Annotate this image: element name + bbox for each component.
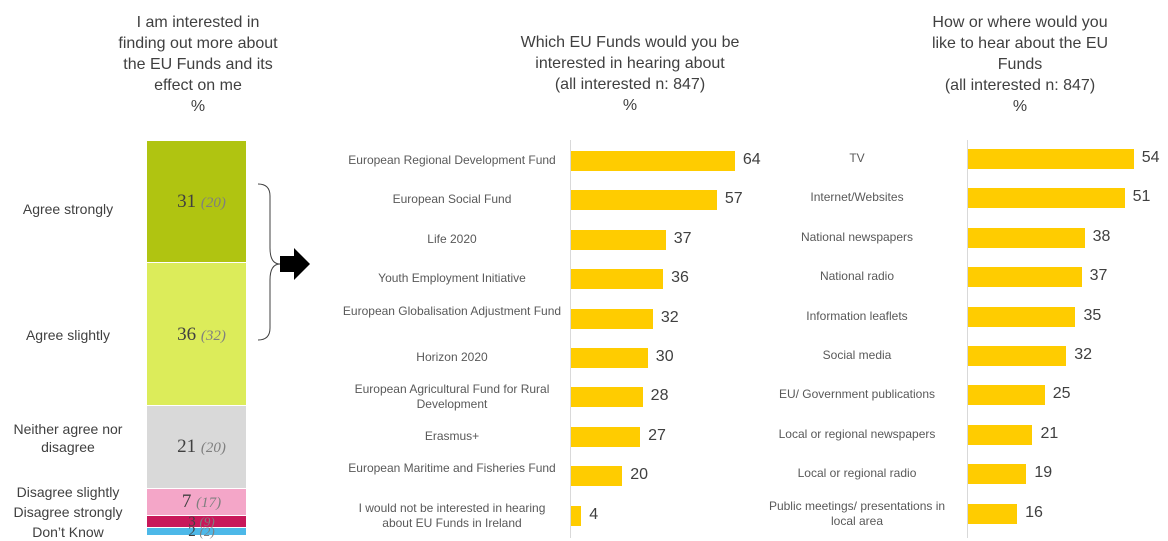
bar-category-label: Public meetings/ presentations in local … <box>768 498 946 528</box>
bar-value-label: 16 <box>1025 503 1043 521</box>
stack-value: 3 <box>188 514 200 531</box>
bar <box>968 503 1018 524</box>
bar <box>968 346 1067 366</box>
bar-value-label: 20 <box>630 466 648 484</box>
stack-value-label: 21 (20) <box>147 435 256 460</box>
bar-value-label: 30 <box>655 348 674 365</box>
bar-value-label: 32 <box>660 308 679 326</box>
stack-value: 21 <box>177 436 201 458</box>
stack-previous-value: (32) <box>200 327 226 344</box>
funds-axis <box>570 140 571 538</box>
stack-previous-value: (2) <box>199 524 215 540</box>
bar-value-label: 28 <box>650 387 669 405</box>
bar-category-label: Horizon 2020 <box>416 350 488 364</box>
bar-value-label: 25 <box>1052 385 1071 403</box>
bar <box>571 190 717 211</box>
bar <box>571 229 666 250</box>
bar <box>571 269 664 290</box>
bar-category-label: European Regional Development Fund <box>348 153 556 167</box>
bar <box>571 426 641 447</box>
bar <box>571 387 643 408</box>
bar-value-label: 38 <box>1092 227 1111 245</box>
stack-previous-value: (20) <box>200 195 226 212</box>
bar <box>968 267 1082 288</box>
stack-segment <box>147 263 246 406</box>
stack-segment <box>147 528 246 536</box>
stack-previous-value: (20) <box>200 440 226 457</box>
bar-category-label: Information leaflets <box>806 308 908 323</box>
stack-value-label: 36 (32) <box>147 323 256 348</box>
bar-value-label: 64 <box>742 151 761 168</box>
stack-category-label: Agree slightly <box>25 327 111 343</box>
stack-category-label: Agree strongly <box>22 201 114 217</box>
bar-category-label: EU/ Government publications <box>778 387 936 402</box>
stack-previous-value: (17) <box>196 495 222 512</box>
stack-value: 31 <box>177 191 201 213</box>
bar-category-label: I would not be interested in hearing abo… <box>358 500 546 530</box>
bar-value-label: 54 <box>1141 149 1160 166</box>
bar-category-label: Youth Employment Initiative <box>378 271 526 286</box>
bracket-arrow-icon <box>257 183 310 341</box>
bar-value-label: 57 <box>724 190 743 208</box>
bar-category-label: Social media <box>822 348 892 362</box>
stack-value-label: 2 (2) <box>147 524 256 540</box>
funds-chart-title: Which EU Funds would you be interested i… <box>520 34 740 114</box>
stack-value: 7 <box>181 491 197 513</box>
bar <box>968 188 1125 209</box>
bar-category-label: European Globalisation Adjustment Fund <box>342 303 562 318</box>
bar-value-label: 36 <box>671 269 689 287</box>
stack-segment <box>147 141 246 264</box>
bar-category-label: National radio <box>819 269 895 284</box>
stack-segment <box>147 488 246 517</box>
bar-value-label: 37 <box>673 229 692 247</box>
stack-category-label: Disagree strongly <box>13 504 123 520</box>
channels-axis <box>967 140 968 538</box>
stack-value-label: 7 (17) <box>147 490 256 515</box>
stack-segment <box>147 516 246 529</box>
bar <box>968 385 1045 406</box>
bar <box>571 505 582 526</box>
stack-category-label: Don’t Know <box>32 524 104 540</box>
stack-category-label: Disagree slightly <box>16 484 120 500</box>
bar-value-label: 4 <box>589 505 599 523</box>
bar <box>571 308 653 329</box>
stack-chart-title: I am interested in finding out more abou… <box>118 14 278 115</box>
channels-chart-title: How or where would you like to hear abou… <box>931 14 1109 115</box>
bar <box>968 149 1134 169</box>
bar <box>571 348 648 368</box>
stack-segment <box>147 405 246 489</box>
bar-category-label: European Social Fund <box>392 192 512 207</box>
stack-value: 2 <box>188 524 200 541</box>
bar-value-label: 27 <box>648 426 666 444</box>
bar-category-label: National newspapers <box>800 229 914 244</box>
bar-value-label: 37 <box>1089 267 1108 285</box>
bar <box>968 306 1076 327</box>
stack-value-label: 31 (20) <box>147 190 256 215</box>
bar-value-label: 21 <box>1040 424 1059 442</box>
bar-value-label: 19 <box>1034 464 1053 482</box>
bar <box>571 151 735 171</box>
bar-category-label: European Agricultural Fund for Rural Dev… <box>354 382 550 412</box>
stack-value: 36 <box>177 323 201 345</box>
bar-value-label: 51 <box>1132 188 1151 206</box>
bar-category-label: European Maritime and Fisheries Fund <box>348 461 556 476</box>
stack-value-label: 3 (9) <box>147 514 256 530</box>
bar-category-label: TV <box>849 151 865 165</box>
stack-previous-value: (9) <box>199 514 215 530</box>
bar <box>571 466 623 487</box>
stack-category-label: Neither agree nor disagree <box>13 421 123 455</box>
bar <box>968 464 1027 485</box>
bar-category-label: Local or regional newspapers <box>778 426 936 441</box>
bar-value-label: 35 <box>1083 306 1102 324</box>
bar <box>968 424 1033 445</box>
bar <box>968 227 1085 248</box>
bar-category-label: Local or regional radio <box>797 466 917 481</box>
bar-category-label: Life 2020 <box>427 231 477 246</box>
bar-value-label: 32 <box>1074 346 1093 363</box>
bar-category-label: Internet/Websites <box>810 190 904 205</box>
bar-category-label: Erasmus+ <box>424 428 480 443</box>
